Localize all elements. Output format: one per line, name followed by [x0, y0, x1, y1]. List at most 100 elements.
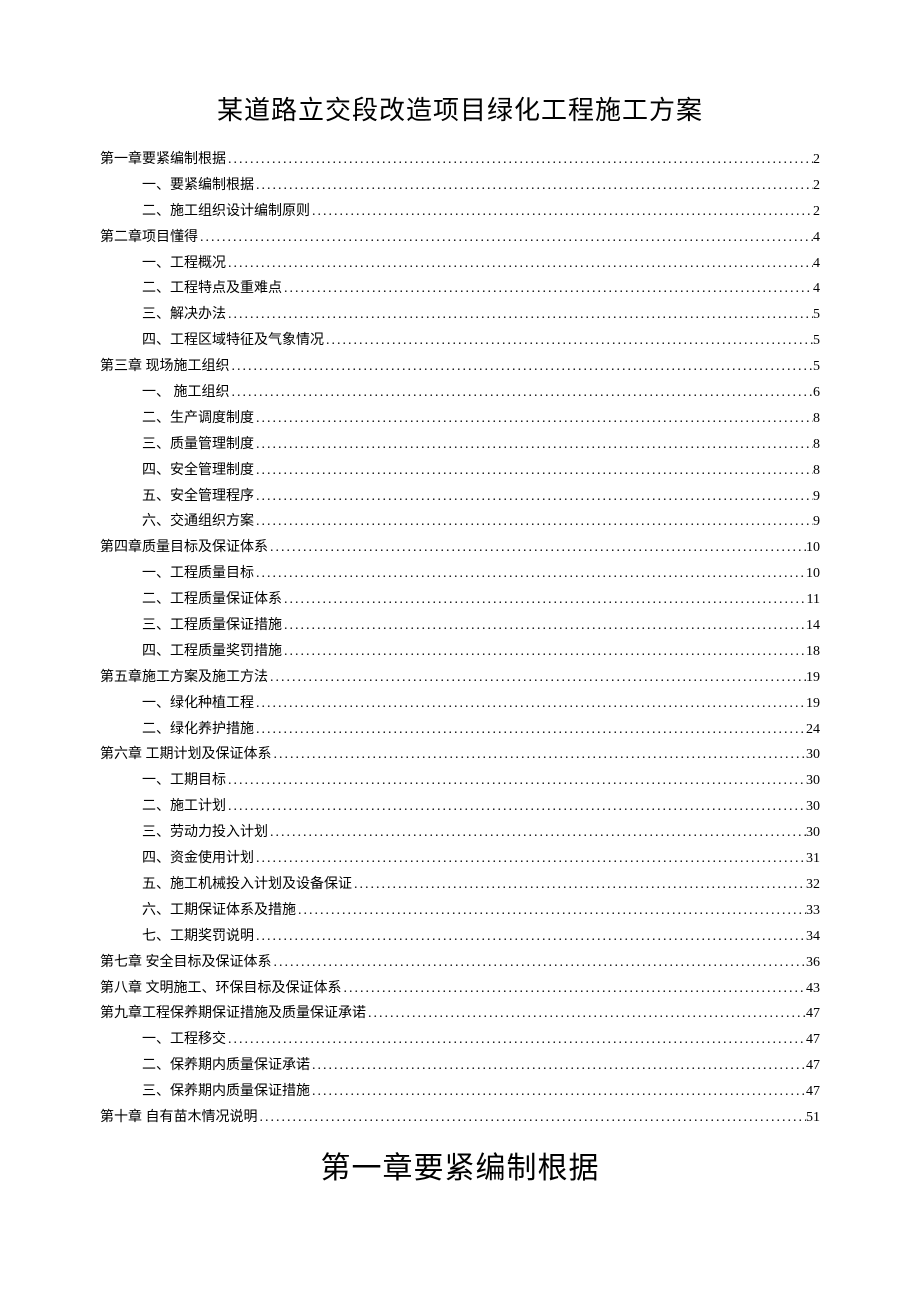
- toc-entry[interactable]: 三、保养期内质量保证措施47: [100, 1079, 820, 1105]
- toc-dots: [254, 406, 813, 432]
- toc-entry[interactable]: 二、生产调度制度8: [100, 406, 820, 432]
- toc-entry-label: 六、工期保证体系及措施: [142, 898, 296, 924]
- toc-dots: [254, 173, 813, 199]
- toc-dots: [282, 276, 813, 302]
- toc-entry[interactable]: 第十章 自有苗木情况说明51: [100, 1105, 820, 1131]
- toc-entry[interactable]: 一、要紧编制根据2: [100, 173, 820, 199]
- toc-entry-page: 9: [813, 509, 820, 535]
- toc-entry-label: 四、工程区域特征及气象情况: [142, 328, 324, 354]
- toc-dots: [268, 665, 806, 691]
- toc-entry-page: 47: [806, 1001, 820, 1027]
- toc-dots: [198, 225, 813, 251]
- toc-entry-page: 47: [806, 1027, 820, 1053]
- toc-entry-page: 33: [806, 898, 820, 924]
- toc-entry[interactable]: 一、工程移交 47: [100, 1027, 820, 1053]
- toc-entry[interactable]: 四、工程区域特征及气象情况5: [100, 328, 820, 354]
- toc-dots: [230, 380, 814, 406]
- toc-entry-page: 10: [806, 561, 820, 587]
- toc-entry-label: 一、工程概况: [142, 251, 226, 277]
- toc-entry-page: 10: [806, 535, 820, 561]
- toc-dots: [226, 768, 806, 794]
- toc-entry[interactable]: 二、绿化养护措施24: [100, 717, 820, 743]
- toc-entry-page: 4: [813, 251, 820, 277]
- toc-dots: [268, 820, 806, 846]
- toc-entry[interactable]: 四、工程质量奖罚措施18: [100, 639, 820, 665]
- toc-entry-page: 2: [813, 147, 820, 173]
- toc-entry[interactable]: 七、工期奖罚说明34: [100, 924, 820, 950]
- toc-entry-page: 30: [806, 742, 820, 768]
- toc-entry[interactable]: 第八章 文明施工、环保目标及保证体系43: [100, 976, 820, 1002]
- toc-entry-page: 6: [813, 380, 820, 406]
- toc-entry[interactable]: 一、工程质量目标 10: [100, 561, 820, 587]
- toc-dots: [258, 1105, 807, 1131]
- toc-entry-label: 一、工程质量目标: [142, 561, 254, 587]
- toc-entry[interactable]: 五、安全管理程序9: [100, 484, 820, 510]
- toc-entry[interactable]: 第五章施工方案及施工方法 19: [100, 665, 820, 691]
- toc-entry[interactable]: 六、工期保证体系及措施 33: [100, 898, 820, 924]
- toc-entry-label: 第五章施工方案及施工方法: [100, 665, 268, 691]
- toc-dots: [352, 872, 806, 898]
- toc-entry[interactable]: 三、解决办法5: [100, 302, 820, 328]
- toc-entry[interactable]: 四、资金使用计划31: [100, 846, 820, 872]
- toc-entry-page: 30: [806, 820, 820, 846]
- toc-entry-label: 六、交通组织方案: [142, 509, 254, 535]
- toc-dots: [366, 1001, 806, 1027]
- toc-entry-label: 第二章项目懂得: [100, 225, 198, 251]
- toc-dots: [226, 794, 806, 820]
- toc-entry-page: 30: [806, 768, 820, 794]
- toc-entry-page: 4: [813, 225, 820, 251]
- toc-entry-page: 51: [806, 1105, 820, 1131]
- toc-entry[interactable]: 二、施工组织设计编制原则2: [100, 199, 820, 225]
- toc-entry[interactable]: 三、劳动力投入计划30: [100, 820, 820, 846]
- toc-dots: [254, 484, 813, 510]
- table-of-contents: 第一章要紧编制根据 2一、要紧编制根据2二、施工组织设计编制原则2第二章项目懂得 4…: [100, 147, 820, 1131]
- toc-entry[interactable]: 四、安全管理制度8: [100, 458, 820, 484]
- toc-entry-page: 9: [813, 484, 820, 510]
- toc-entry-label: 一、工程移交: [142, 1027, 226, 1053]
- toc-entry[interactable]: 第六章 工期计划及保证体系 30: [100, 742, 820, 768]
- toc-entry[interactable]: 第一章要紧编制根据 2: [100, 147, 820, 173]
- toc-entry-page: 19: [806, 665, 820, 691]
- chapter-heading: 第一章要紧编制根据: [100, 1143, 820, 1187]
- toc-entry-page: 34: [806, 924, 820, 950]
- toc-dots: [282, 613, 806, 639]
- toc-entry-page: 4: [813, 276, 820, 302]
- toc-entry[interactable]: 二、工程特点及重难点 4: [100, 276, 820, 302]
- toc-entry[interactable]: 一、工程概况 4: [100, 251, 820, 277]
- toc-dots: [226, 1027, 806, 1053]
- toc-entry-label: 四、安全管理制度: [142, 458, 254, 484]
- toc-entry[interactable]: 三、工程质量保证措施14: [100, 613, 820, 639]
- toc-entry[interactable]: 第七章 安全目标及保证体系36: [100, 950, 820, 976]
- toc-entry[interactable]: 一、工期目标30: [100, 768, 820, 794]
- toc-entry-page: 47: [806, 1053, 820, 1079]
- toc-dots: [310, 199, 813, 225]
- toc-entry[interactable]: 一、绿化种植工程19: [100, 691, 820, 717]
- toc-entry[interactable]: 二、施工计划30: [100, 794, 820, 820]
- toc-entry[interactable]: 二、保养期内质量保证承诺 47: [100, 1053, 820, 1079]
- toc-entry-label: 二、工程特点及重难点: [142, 276, 282, 302]
- toc-entry[interactable]: 三、质量管理制度 8: [100, 432, 820, 458]
- toc-entry-label: 二、保养期内质量保证承诺: [142, 1053, 310, 1079]
- toc-entry-label: 三、保养期内质量保证措施: [142, 1079, 310, 1105]
- toc-entry[interactable]: 六、交通组织方案 9: [100, 509, 820, 535]
- toc-dots: [342, 976, 807, 1002]
- toc-entry-label: 第一章要紧编制根据: [100, 147, 226, 173]
- toc-entry-page: 5: [813, 302, 820, 328]
- toc-dots: [226, 147, 813, 173]
- toc-dots: [254, 458, 813, 484]
- toc-entry[interactable]: 一、 施工组织6: [100, 380, 820, 406]
- toc-entry[interactable]: 第四章质量目标及保证体系10: [100, 535, 820, 561]
- toc-dots: [272, 950, 807, 976]
- toc-entry[interactable]: 五、施工机械投入计划及设备保证32: [100, 872, 820, 898]
- toc-entry[interactable]: 第九章工程保养期保证措施及质量保证承诺 47: [100, 1001, 820, 1027]
- toc-entry[interactable]: 第三章 现场施工组织5: [100, 354, 820, 380]
- toc-entry-label: 第六章 工期计划及保证体系: [100, 742, 272, 768]
- toc-entry[interactable]: 二、工程质量保证体系11: [100, 587, 820, 613]
- toc-entry-label: 第九章工程保养期保证措施及质量保证承诺: [100, 1001, 366, 1027]
- toc-entry-label: 三、质量管理制度: [142, 432, 254, 458]
- toc-entry-page: 8: [813, 406, 820, 432]
- toc-dots: [254, 717, 806, 743]
- toc-entry[interactable]: 第二章项目懂得 4: [100, 225, 820, 251]
- toc-entry-page: 8: [813, 432, 820, 458]
- toc-dots: [254, 561, 806, 587]
